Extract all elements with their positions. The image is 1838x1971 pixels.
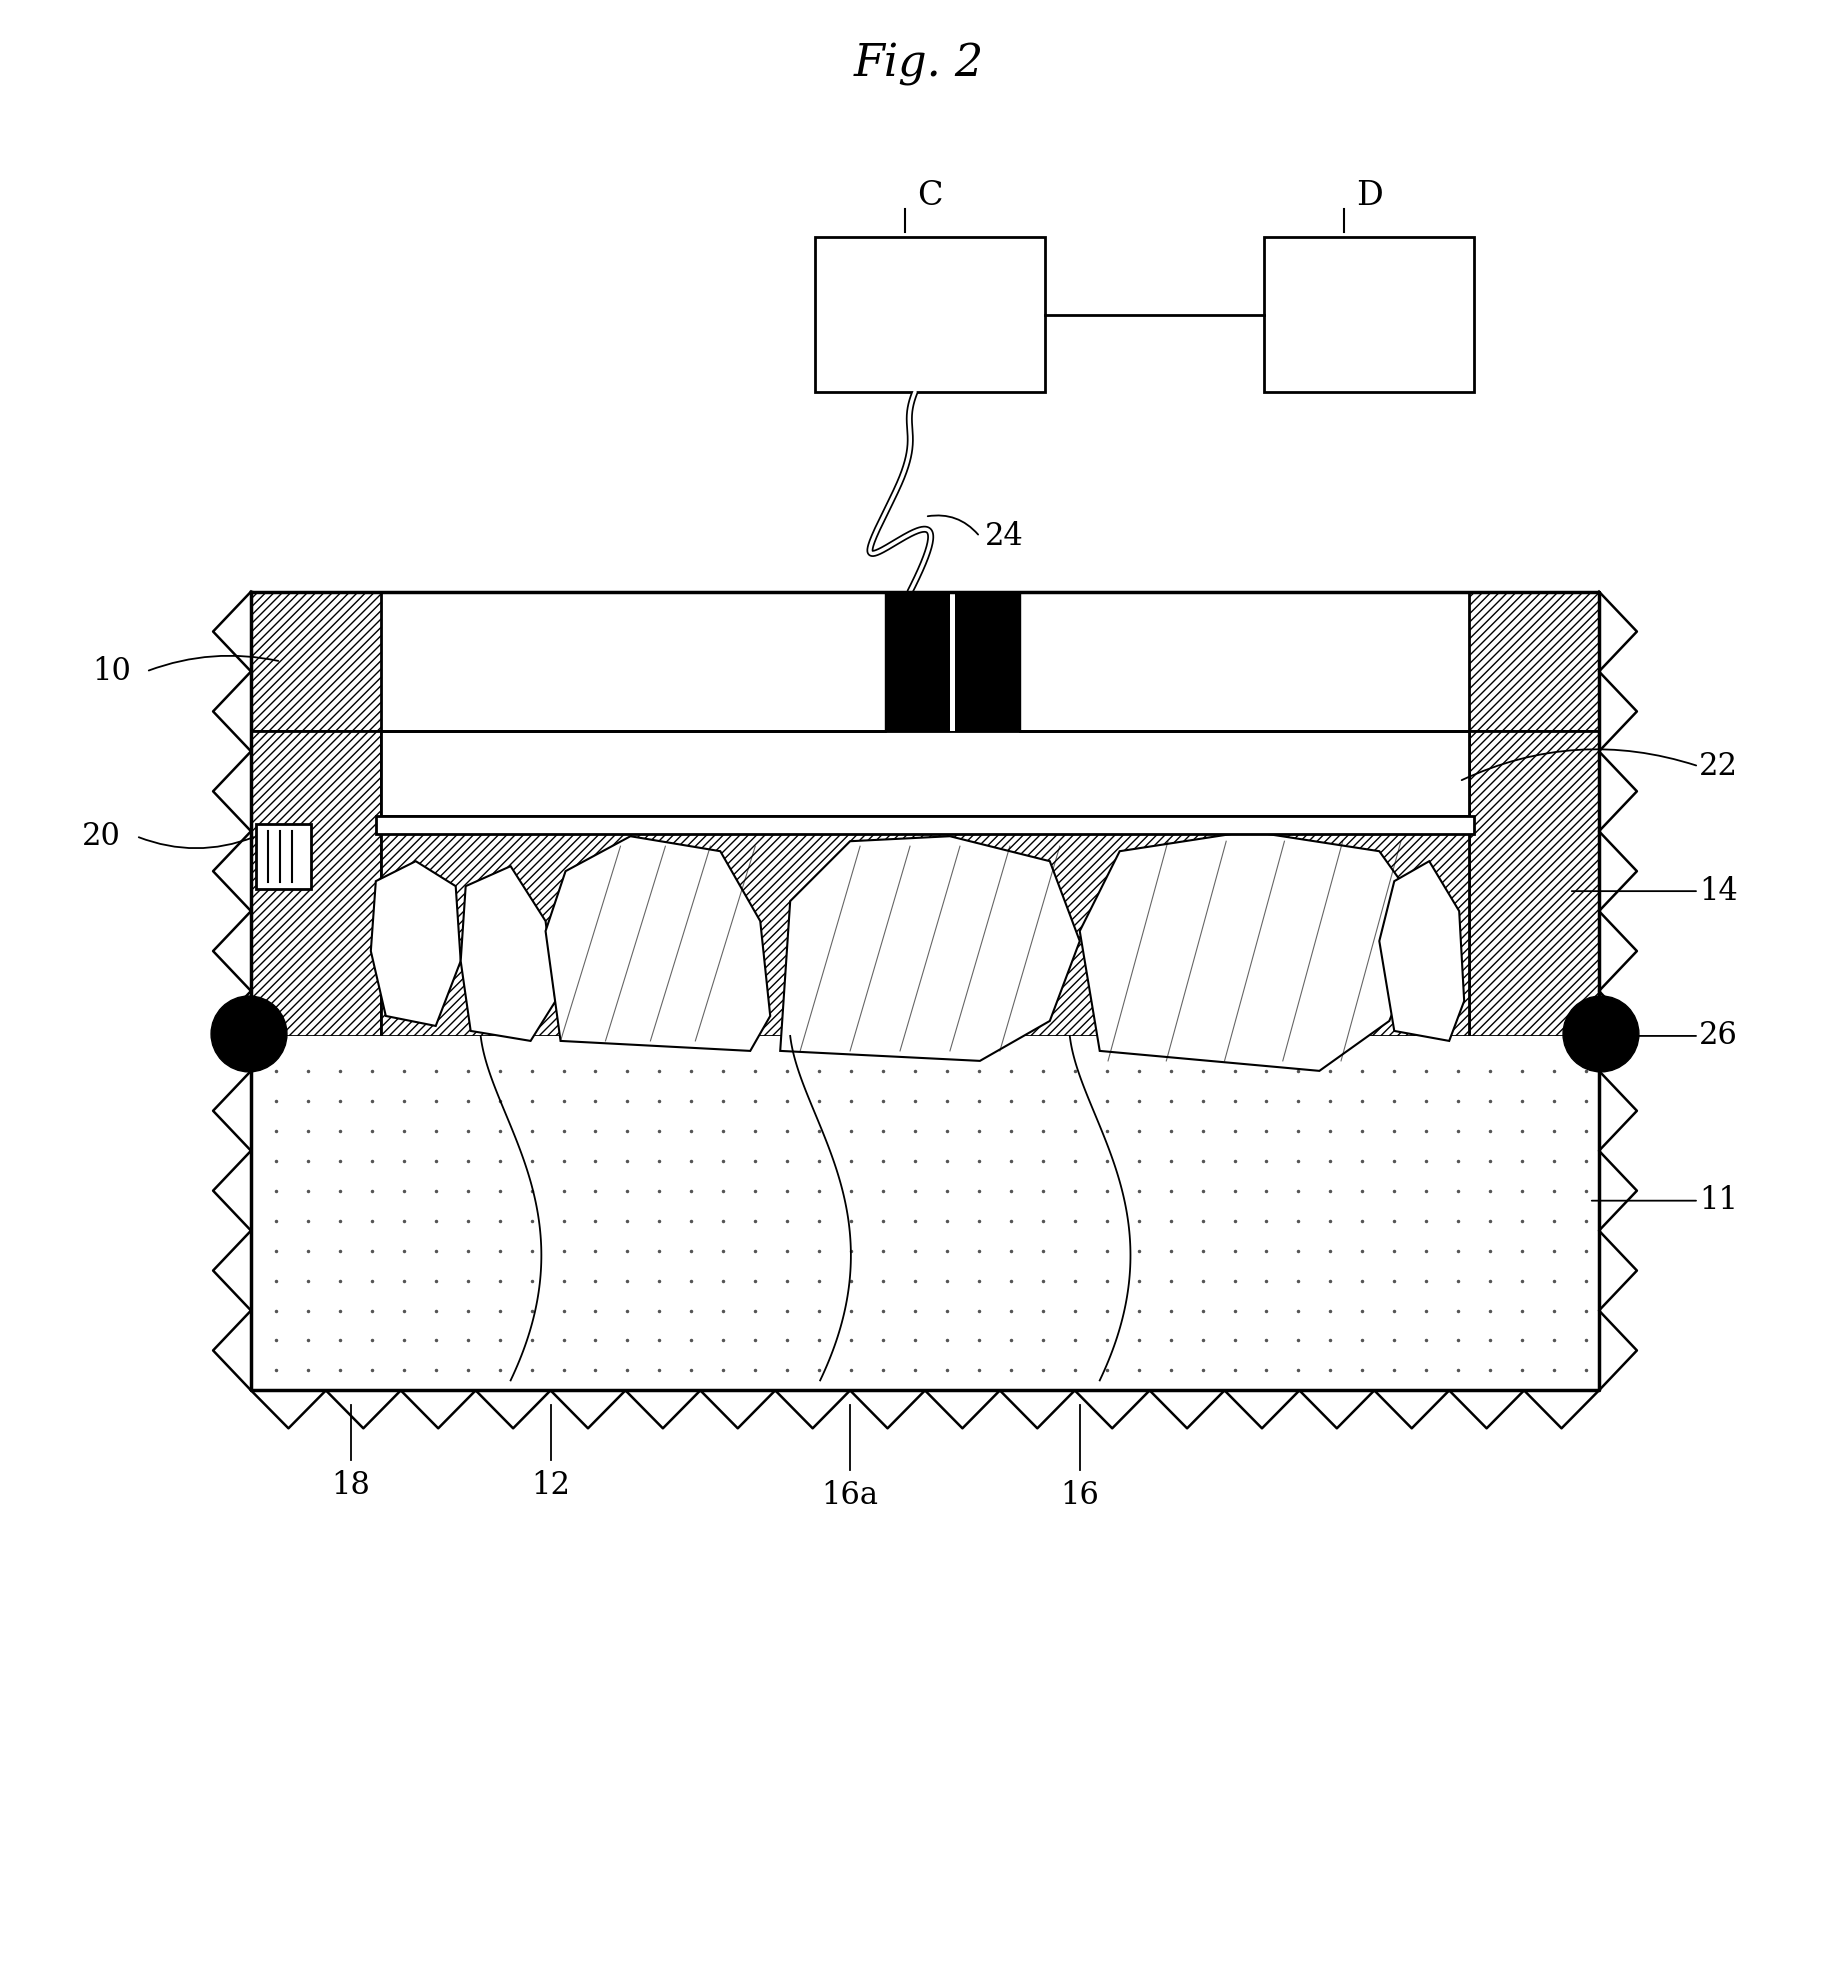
Bar: [380, 731, 1469, 1037]
Bar: [1020, 591, 1469, 731]
Bar: [816, 237, 1044, 392]
Text: 18: 18: [331, 1470, 369, 1500]
Polygon shape: [461, 865, 555, 1041]
Bar: [1265, 237, 1474, 392]
Text: 10: 10: [92, 656, 130, 688]
Bar: [956, 591, 1020, 731]
Text: 16a: 16a: [822, 1480, 879, 1510]
Polygon shape: [779, 836, 1079, 1060]
Polygon shape: [1378, 861, 1465, 1041]
Bar: [380, 731, 1469, 816]
Text: 20: 20: [83, 820, 121, 851]
Bar: [252, 731, 380, 1037]
Bar: [1469, 731, 1599, 1037]
Text: 26: 26: [1698, 1021, 1737, 1051]
Polygon shape: [546, 836, 770, 1051]
Text: 11: 11: [1698, 1185, 1737, 1216]
Bar: [380, 591, 886, 731]
Bar: [252, 1037, 1599, 1390]
Text: Fig. 2: Fig. 2: [855, 43, 983, 85]
Text: 22: 22: [1698, 751, 1737, 782]
Bar: [886, 591, 950, 731]
Text: 14: 14: [1698, 875, 1737, 907]
Bar: [375, 816, 1474, 834]
Text: 16: 16: [1061, 1480, 1099, 1510]
Bar: [950, 591, 956, 731]
Circle shape: [211, 995, 287, 1072]
Text: 24: 24: [985, 520, 1024, 552]
Text: 12: 12: [531, 1470, 570, 1500]
Text: D: D: [1356, 179, 1382, 213]
Polygon shape: [371, 861, 461, 1027]
Text: C: C: [917, 179, 943, 213]
Circle shape: [1562, 995, 1639, 1072]
Bar: [252, 591, 1599, 731]
Polygon shape: [1079, 832, 1430, 1070]
Bar: [255, 824, 311, 889]
